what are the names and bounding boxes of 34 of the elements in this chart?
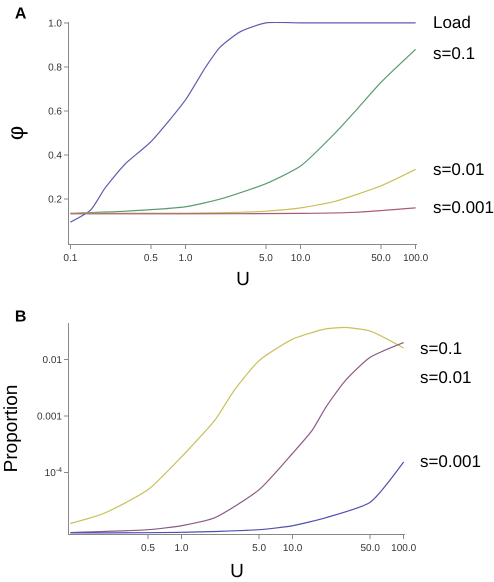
x-tick-label: 100.0 [391,543,417,554]
series-label: s=0.001 [420,452,481,471]
x-tick-label: 5.0 [258,253,274,264]
series-label: Load [433,13,471,32]
x-tick-label: 0.5 [141,543,156,554]
y-tick-label: 0.4 [48,150,62,162]
x-tick-label: 1.0 [178,253,193,264]
series-label: s=0.01 [433,160,485,179]
x-tick-label: 50.0 [371,253,392,264]
y-tick-label: 0.2 [48,194,62,206]
x-tick-label: 100.0 [403,253,429,264]
x-tick-label: 0.5 [144,253,158,264]
series-label: s=0.001 [433,198,494,217]
chart-title: B [14,308,26,326]
y-tick-label: 1.0 [48,18,62,30]
y-tick-label: 0.6 [48,106,62,118]
x-tick-label: 5.0 [252,543,266,554]
y-tick-label: 0.8 [48,62,62,74]
y-axis-title: Proportion [0,384,22,472]
y-tick-label: 0.01 [42,355,62,366]
x-tick-label: 10.0 [282,543,303,554]
y-tick-label: 10$^{-4}$ [44,466,62,480]
x-axis-title: U [236,269,250,290]
x-tick-label: 0.1 [63,253,78,264]
series-label: s=0.1 [433,44,476,63]
x-tick-label: 1.0 [174,543,189,554]
series-label: s=0.1 [420,339,462,358]
x-tick-label: 10.0 [290,253,311,264]
chart-title: A [14,5,27,22]
x-tick-label: 50.0 [360,543,380,554]
x-axis-title: U [230,561,244,582]
y-axis-title: φ [2,126,28,140]
series-label: s=0.01 [420,368,472,387]
y-tick-label: 0.001 [36,412,62,423]
